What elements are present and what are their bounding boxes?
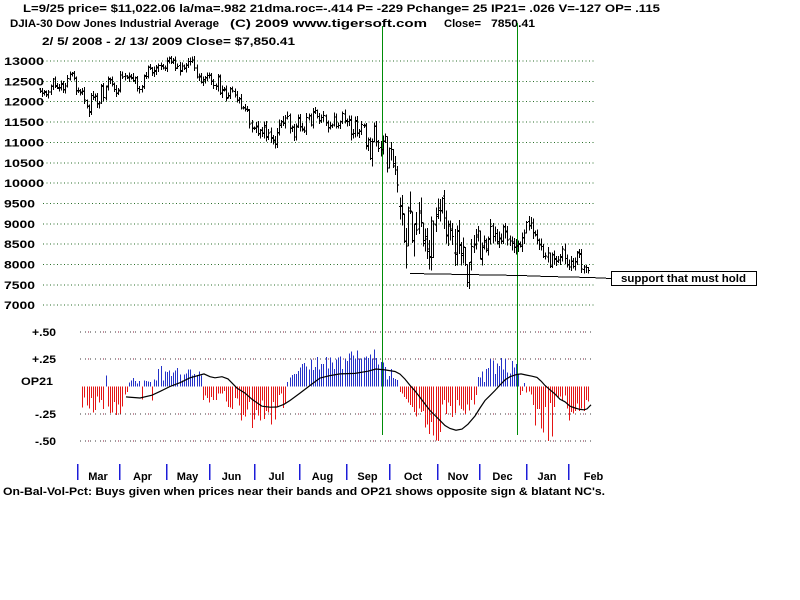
svg-text:-.50: -.50 xyxy=(35,436,56,448)
svg-text:Close=: Close= xyxy=(444,18,481,30)
svg-text:13000: 13000 xyxy=(4,56,44,68)
svg-text:Nov: Nov xyxy=(448,471,470,483)
svg-text:8500: 8500 xyxy=(4,239,35,251)
svg-text:-.25: -.25 xyxy=(35,409,56,421)
svg-text:10500: 10500 xyxy=(4,158,44,170)
svg-text:+.25: +.25 xyxy=(32,354,56,366)
svg-text:7500: 7500 xyxy=(4,280,35,292)
svg-text:Apr: Apr xyxy=(133,471,153,483)
svg-text:7000: 7000 xyxy=(4,300,35,312)
svg-text:On-Bal-Vol-Pct: Buys given whe: On-Bal-Vol-Pct: Buys given when prices n… xyxy=(3,486,605,498)
svg-text:7850.41: 7850.41 xyxy=(491,18,535,30)
svg-text:Jun: Jun xyxy=(222,471,242,483)
svg-text:11000: 11000 xyxy=(4,137,44,149)
svg-text:Jul: Jul xyxy=(269,471,285,483)
svg-text:9500: 9500 xyxy=(4,199,35,211)
svg-text:OP21: OP21 xyxy=(21,376,53,388)
svg-text:L=9/25 price= $11,022.06 la/: L=9/25 price= $11,022.06 la/ma=.982 21dm… xyxy=(23,3,660,15)
svg-text:support that must hold: support that must hold xyxy=(621,273,746,285)
svg-text:DJIA-30 Dow Jones Industrial: DJIA-30 Dow Jones Industrial Average xyxy=(10,18,219,30)
svg-text:Oct: Oct xyxy=(404,471,423,483)
svg-text:Sep: Sep xyxy=(357,471,377,483)
svg-text:Mar: Mar xyxy=(88,471,108,483)
svg-text:12500: 12500 xyxy=(4,76,44,88)
svg-text:May: May xyxy=(177,471,199,483)
svg-text:8000: 8000 xyxy=(4,260,35,272)
svg-text:(C) 2009 www.tigersoft.com: (C) 2009 www.tigersoft.com xyxy=(230,18,427,30)
svg-text:Jan: Jan xyxy=(538,471,557,483)
svg-text:Feb: Feb xyxy=(584,471,604,483)
svg-text:Aug: Aug xyxy=(312,471,333,483)
svg-text:12000: 12000 xyxy=(4,97,44,109)
svg-text:Dec: Dec xyxy=(492,471,512,483)
svg-text:10000: 10000 xyxy=(4,178,44,190)
svg-text:+.50: +.50 xyxy=(32,327,56,339)
svg-text:9000: 9000 xyxy=(4,219,35,231)
svg-text:2/ 5/ 2008 - 2/ 13/ 2009 Cl: 2/ 5/ 2008 - 2/ 13/ 2009 Close= $7,850.4… xyxy=(42,36,295,48)
svg-text:11500: 11500 xyxy=(4,117,44,129)
